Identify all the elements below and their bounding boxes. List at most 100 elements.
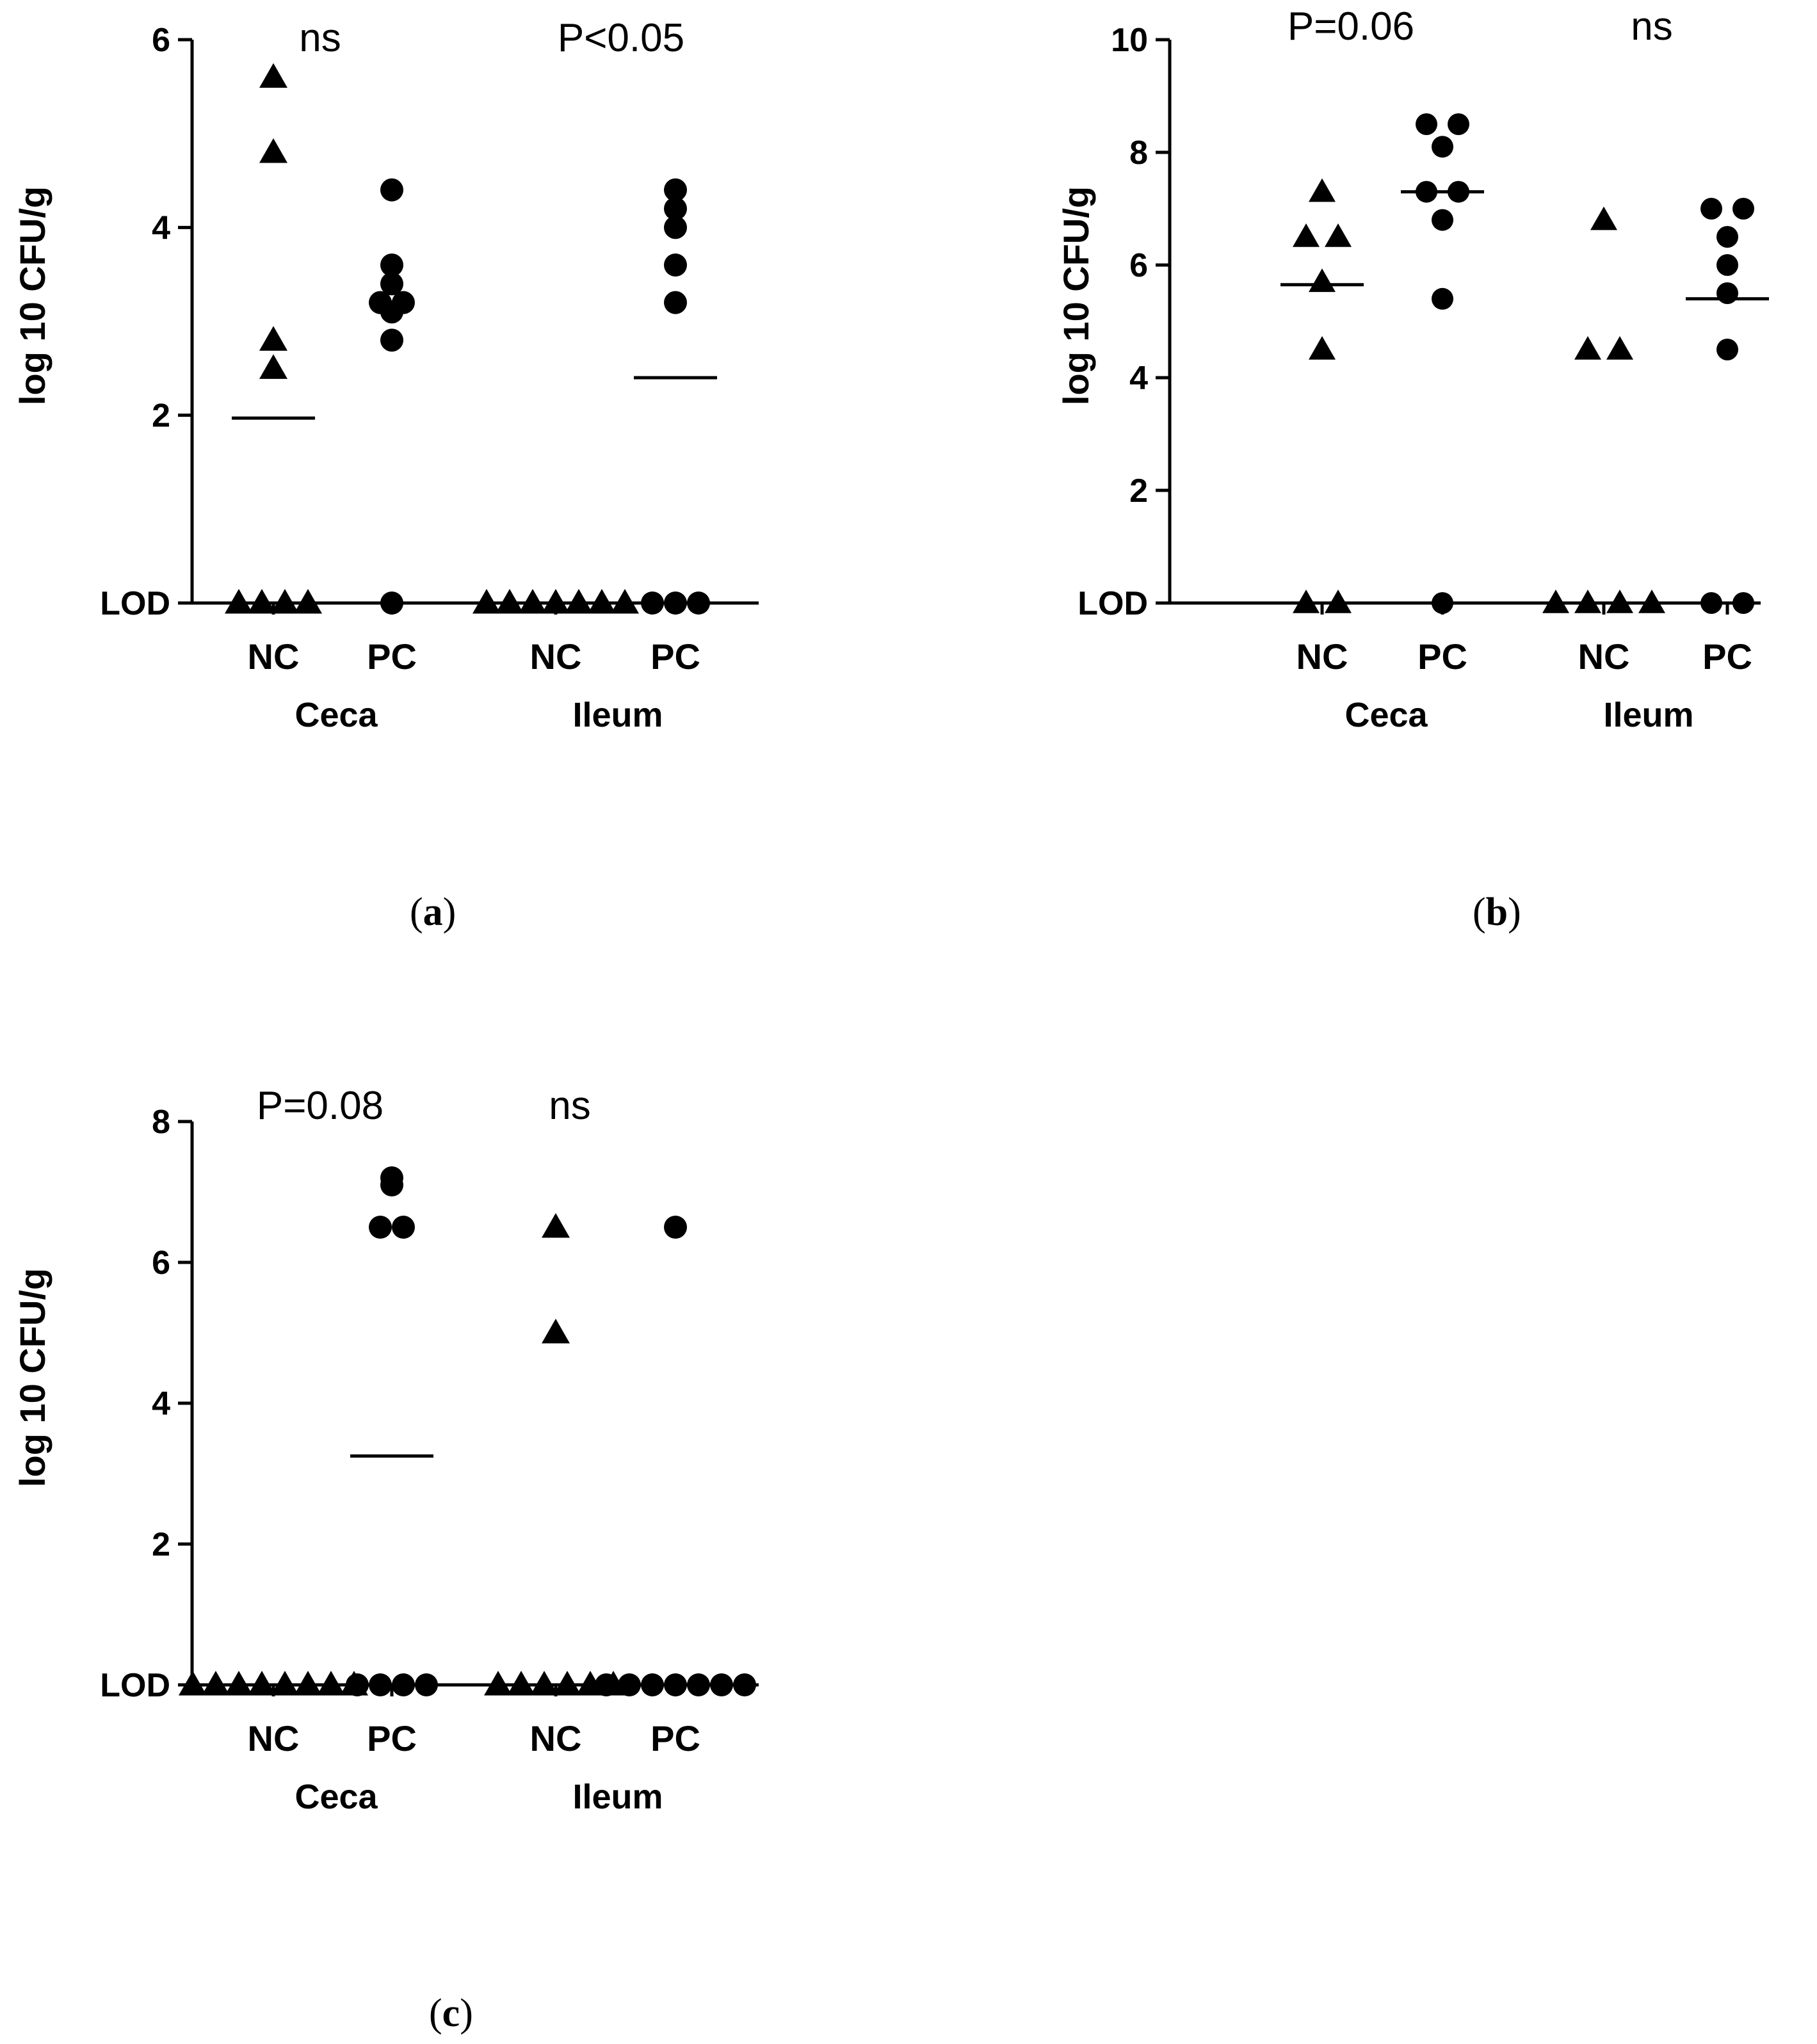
data-point-triangle (271, 589, 299, 614)
data-point-circle (664, 216, 687, 239)
data-point-circle (380, 591, 403, 615)
y-tick-label: LOD (100, 1667, 170, 1704)
data-point-triangle (248, 589, 276, 614)
chart-c: LOD 2 4 6 8 log 10 CFU/g NC PC NC PC Ceca Ileum P=0.… (12, 1084, 759, 1816)
data-point-circle (1432, 287, 1453, 310)
data-point-triangle (1325, 590, 1352, 613)
data-point-circle (664, 1216, 687, 1239)
x-tick-label: PC (367, 1718, 417, 1758)
data-point-circle (380, 272, 403, 296)
y-axis-label: log 10 CFU/g (12, 186, 52, 405)
data-point-triangle (259, 138, 287, 163)
x-tick-label: PC (650, 1718, 700, 1758)
data-point-circle (664, 591, 687, 615)
data-point-circle (380, 253, 403, 277)
data-point-circle (641, 1673, 664, 1696)
data-point-triangle (1638, 590, 1665, 613)
data-point-triangle (1325, 223, 1352, 247)
data-point-triangle (588, 589, 616, 614)
data-point-circle (1432, 592, 1453, 614)
data-point-triangle (1309, 178, 1336, 202)
y-tick-label: 2 (1129, 472, 1148, 510)
x-tick-label: PC (1702, 636, 1752, 677)
significance-annotation: P<0.05 (558, 16, 684, 60)
data-point-circle (1716, 226, 1738, 248)
group-label: Ileum (1603, 696, 1693, 734)
data-point-circle (664, 253, 687, 277)
data-point-circle (1448, 113, 1469, 135)
data-point-triangle (1606, 590, 1633, 613)
data-point-triangle (1293, 590, 1320, 613)
data-point-circle (380, 1173, 403, 1196)
data-point-triangle (1293, 223, 1320, 247)
panel-label-a: (a) (410, 890, 456, 934)
data-point-circle (392, 1216, 415, 1239)
significance-annotation: ns (1631, 4, 1672, 49)
data-point-triangle (1606, 336, 1633, 360)
group-label: Ileum (572, 1778, 663, 1816)
data-point-triangle (1574, 336, 1601, 360)
data-point-circle (618, 1673, 641, 1696)
x-tick-label: PC (367, 636, 417, 677)
data-point-circle (1700, 198, 1722, 220)
data-point-triangle (472, 589, 501, 614)
data-point-triangle (507, 1671, 535, 1696)
y-tick-label: 10 (1111, 22, 1148, 59)
data-point-circle (415, 1673, 438, 1696)
y-tick-label: 2 (152, 398, 170, 435)
data-point-circle (1732, 198, 1754, 220)
y-tick-label: 6 (152, 1244, 170, 1282)
data-point-circle (1700, 592, 1722, 614)
y-axis-label: log 10 CFU/g (12, 1268, 52, 1487)
data-point-circle (687, 591, 710, 615)
data-point-circle (1716, 282, 1738, 304)
data-point-triangle (1309, 268, 1336, 293)
significance-annotation: P=0.08 (257, 1084, 384, 1128)
data-point-circle (664, 291, 687, 314)
significance-annotation: ns (299, 16, 341, 60)
data-point-circle (687, 1673, 710, 1696)
significance-annotation: ns (549, 1084, 590, 1128)
x-tick-label: NC (1296, 636, 1348, 677)
data-point-circle (346, 1673, 369, 1696)
chart-a: LOD 2 4 6 log 10 CFU/g NC PC NC PC Ceca Ileum ns P<0… (12, 16, 759, 734)
data-point-triangle (553, 1671, 581, 1696)
data-point-circle (1432, 209, 1453, 231)
data-point-triangle (294, 1671, 322, 1696)
y-tick-label: 4 (152, 209, 170, 246)
x-tick-label: NC (248, 636, 300, 677)
y-tick-label: 2 (152, 1526, 170, 1563)
data-point-triangle (519, 589, 547, 614)
data-point-circle (369, 1673, 392, 1696)
data-point-triangle (565, 589, 593, 614)
x-tick-label: NC (530, 1718, 582, 1758)
y-tick-label: 8 (152, 1104, 170, 1141)
x-tick-label: PC (1417, 636, 1467, 677)
significance-annotation: P=0.06 (1288, 4, 1414, 49)
data-point-circle (1732, 592, 1754, 614)
data-point-triangle (259, 354, 287, 379)
data-point-triangle (1542, 590, 1569, 613)
data-point-triangle (271, 1671, 299, 1696)
data-point-triangle (294, 589, 322, 614)
data-point-triangle (248, 1671, 276, 1696)
x-tick-label: NC (248, 1718, 300, 1758)
y-tick-label: LOD (1078, 585, 1148, 622)
group-label: Ceca (295, 696, 378, 734)
data-point-triangle (1590, 206, 1617, 230)
data-point-circle (641, 591, 664, 615)
data-point-circle (710, 1673, 733, 1696)
x-tick-label: PC (650, 636, 700, 677)
data-point-circle (380, 178, 403, 202)
group-label: Ceca (1345, 696, 1428, 734)
data-point-circle (1432, 136, 1453, 158)
x-tick-label: NC (530, 636, 582, 677)
data-point-triangle (496, 589, 524, 614)
x-tick-label: NC (1578, 636, 1630, 677)
data-point-triangle (484, 1671, 512, 1696)
group-label: Ileum (572, 696, 663, 734)
data-point-circle (595, 1673, 618, 1696)
data-point-triangle (530, 1671, 558, 1696)
data-point-circle (664, 197, 687, 220)
